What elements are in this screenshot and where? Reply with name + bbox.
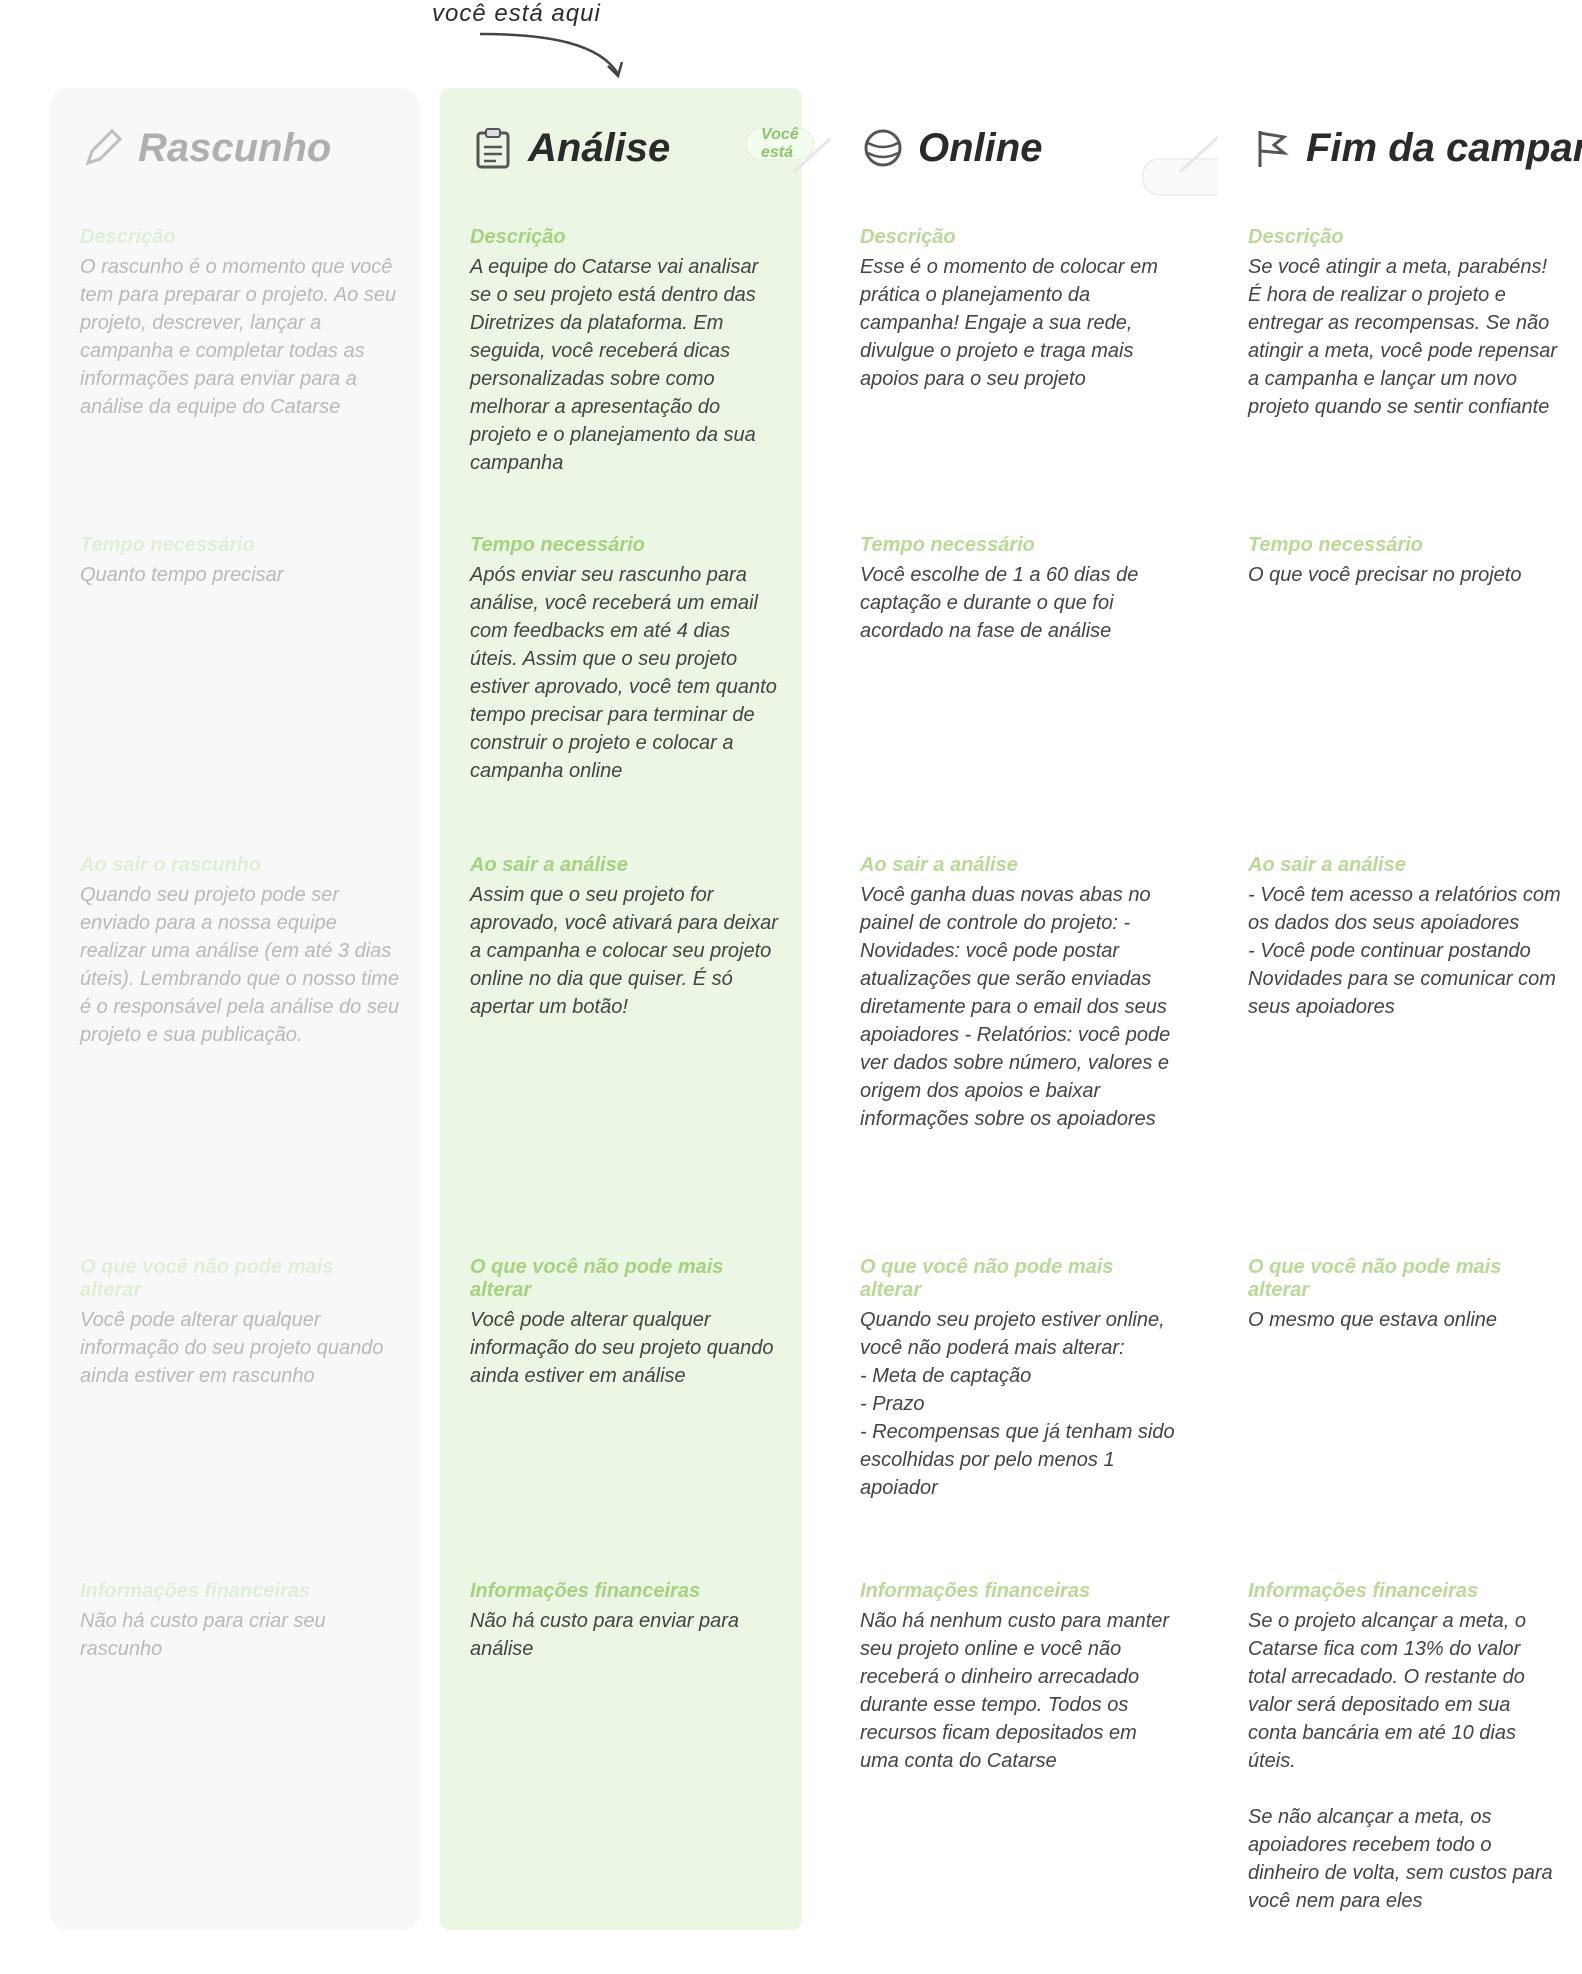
section-locked: O que você não pode mais alterar O mesmo…	[1248, 1256, 1562, 1334]
section-label: Tempo necessário	[470, 534, 645, 556]
current-step-arrow	[479, 32, 624, 79]
section-text: O rascunho é o momento que você tem para…	[80, 256, 397, 418]
section-financial: Informações financeiras Se o projeto alc…	[1248, 1580, 1562, 1915]
clipboard-icon	[470, 125, 516, 171]
section-label: Ao sair o rascunho	[80, 854, 262, 876]
section-text: O mesmo que estava online	[1248, 1309, 1498, 1331]
section-text: Não há custo para criar seu rascunho	[80, 1610, 326, 1660]
section-text: Você escolhe de 1 a 60 dias de captação …	[860, 564, 1139, 642]
section-financial: Informações financeiras Não há nenhum cu…	[860, 1580, 1180, 1775]
stage-column-end: Fim da campanha Descrição Se você atingi…	[1218, 88, 1582, 1930]
section-exit: Ao sair a análise - Você tem acesso a re…	[1248, 854, 1562, 1021]
section-exit: Ao sair a análise Assim que o seu projet…	[470, 854, 782, 1021]
section-label: Descrição	[470, 226, 566, 248]
section-text: O que você precisar no projeto	[1248, 564, 1522, 586]
section-locked: O que você não pode mais alterar Você po…	[80, 1256, 400, 1390]
globe-icon	[860, 125, 906, 171]
section-exit: Ao sair a análise Você ganha duas novas …	[860, 854, 1180, 1133]
section-locked: O que você não pode mais alterar Você po…	[470, 1256, 782, 1390]
section-label: Descrição	[1248, 226, 1344, 248]
section-description: Descrição Esse é o momento de colocar em…	[860, 226, 1180, 393]
stage-column-draft: Rascunho Descrição O rascunho é o moment…	[50, 88, 420, 1930]
section-text: Esse é o momento de colocar em prática o…	[860, 256, 1158, 390]
stage-title: Fim da campanha	[1306, 125, 1582, 170]
section-text: Quanto tempo precisar	[80, 564, 284, 586]
section-description: Descrição O rascunho é o momento que voc…	[80, 226, 400, 421]
section-time: Tempo necessário Você escolhe de 1 a 60 …	[860, 534, 1180, 645]
section-label: O que você não pode mais alterar	[1248, 1256, 1502, 1301]
section-locked: O que você não pode mais alterar Quando …	[860, 1256, 1180, 1502]
section-text: Quando seu projeto pode ser enviado para…	[80, 884, 400, 1046]
section-text: - Você tem acesso a relatórios com os da…	[1248, 884, 1561, 1018]
section-label: Descrição	[860, 226, 956, 248]
section-text: Você ganha duas novas abas no painel de …	[860, 884, 1171, 1130]
section-text: A equipe do Catarse vai analisar se o se…	[470, 256, 759, 474]
section-time: Tempo necessário Quanto tempo precisar	[80, 534, 400, 589]
stage-column-analysis: Análise Você está Descrição A equipe do …	[440, 88, 814, 1930]
section-label: O que você não pode mais alterar	[470, 1256, 724, 1301]
section-text: Você pode alterar qualquer informação do…	[470, 1309, 774, 1387]
section-label: Ao sair a análise	[1248, 854, 1406, 876]
status-badge: Você está	[746, 126, 814, 161]
section-label: O que você não pode mais alterar	[80, 1256, 334, 1301]
section-text: Se o projeto alcançar a meta, o Catarse …	[1248, 1610, 1553, 1912]
section-label: Tempo necessário	[1248, 534, 1423, 556]
section-text: Assim que o seu projeto for aprovado, vo…	[470, 884, 778, 1018]
current-step-note: você está aqui	[432, 0, 601, 27]
section-description: Descrição A equipe do Catarse vai analis…	[470, 226, 782, 477]
section-text: Quando seu projeto estiver online, você …	[860, 1309, 1175, 1499]
section-text: Você pode alterar qualquer informação do…	[80, 1309, 384, 1387]
pencil-icon	[80, 125, 126, 171]
section-text: Não há custo para enviar para análise	[470, 1610, 740, 1660]
section-label: Ao sair a análise	[470, 854, 628, 876]
section-financial: Informações financeiras Não há custo par…	[80, 1580, 400, 1663]
section-label: Ao sair a análise	[860, 854, 1018, 876]
section-label: Informações financeiras	[1248, 1580, 1479, 1602]
section-label: Tempo necessário	[80, 534, 255, 556]
stage-title: Rascunho	[138, 125, 332, 170]
section-text: Se você atingir a meta, parabéns! É hora…	[1248, 256, 1558, 418]
flag-icon	[1248, 125, 1294, 171]
section-time: Tempo necessário Após enviar seu rascunh…	[470, 534, 782, 785]
section-financial: Informações financeiras Não há custo par…	[470, 1580, 782, 1663]
section-time: Tempo necessário O que você precisar no …	[1248, 534, 1562, 589]
stage-title: Online	[918, 125, 1043, 170]
stage-column-online: Online Descrição Esse é o momento de col…	[830, 88, 1236, 1930]
section-exit: Ao sair o rascunho Quando seu projeto po…	[80, 854, 400, 1049]
section-text: Após enviar seu rascunho para análise, v…	[470, 564, 777, 782]
section-label: Tempo necessário	[860, 534, 1035, 556]
section-label: Informações financeiras	[860, 1580, 1091, 1602]
section-label: Descrição	[80, 226, 176, 248]
section-label: Informações financeiras	[80, 1580, 311, 1602]
stage-title: Análise	[528, 125, 671, 170]
section-description: Descrição Se você atingir a meta, parabé…	[1248, 226, 1562, 421]
section-label: O que você não pode mais alterar	[860, 1256, 1114, 1301]
section-label: Informações financeiras	[470, 1580, 701, 1602]
section-text: Não há nenhum custo para manter seu proj…	[860, 1610, 1170, 1772]
